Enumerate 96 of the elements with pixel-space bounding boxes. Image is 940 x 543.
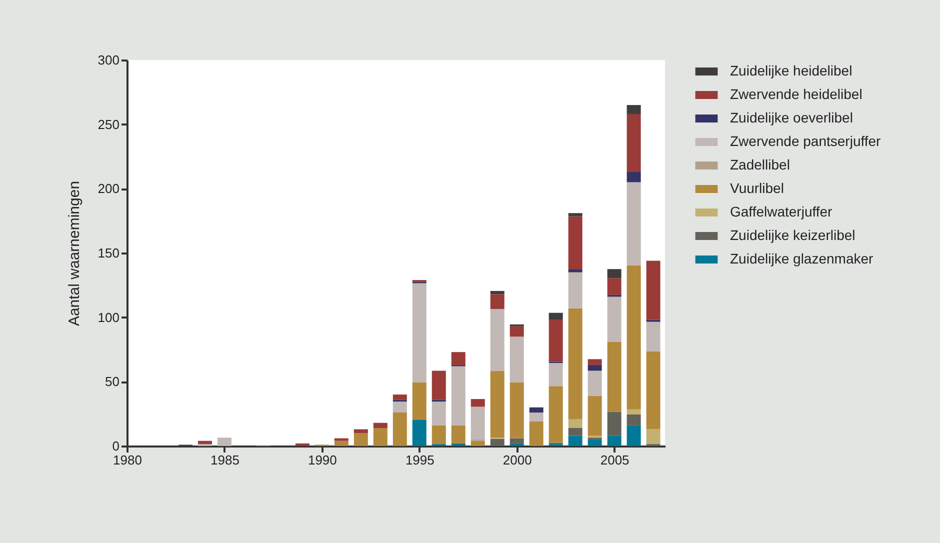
bar: [334, 438, 348, 441]
bar: [646, 429, 660, 444]
bar: [373, 428, 388, 446]
bar: [588, 370, 602, 396]
bar: [607, 412, 622, 436]
bar: [510, 326, 524, 337]
bar: [646, 322, 660, 352]
bar: [607, 269, 622, 278]
bar: [217, 438, 232, 446]
bar: [548, 320, 563, 362]
bar: [490, 294, 504, 309]
x-tick-label: 1990: [308, 452, 337, 468]
legend-label: Zuidelijke heidelibel: [730, 62, 852, 78]
bar: [490, 290, 504, 294]
x-tick-label: 2005: [600, 452, 630, 468]
bar: [568, 272, 582, 308]
x-tick-label: 1980: [113, 452, 142, 468]
legend-label: Zuidelijke keizerlibel: [730, 227, 856, 243]
y-axis-title: Aantal waarnemingen: [66, 180, 83, 326]
bar: [510, 443, 524, 446]
bar: [470, 399, 485, 407]
bar: [432, 370, 446, 400]
x-tick-label: 1995: [405, 452, 434, 468]
y-tick-label: 200: [98, 181, 120, 196]
bar: [626, 182, 641, 266]
x-tick-label: 1985: [210, 452, 240, 468]
bar: [568, 428, 582, 436]
bar: [626, 409, 641, 414]
bar: [510, 382, 524, 438]
bar: [490, 308, 504, 371]
bar: [646, 260, 660, 320]
legend-label: Zuidelijke oeverlibel: [730, 110, 853, 126]
legend-label: Vuurlibel: [730, 180, 784, 196]
bar: [646, 351, 660, 430]
legend-label: Gaffelwaterjuffer: [730, 204, 833, 220]
legend-label: Zwervende pantserjuffer: [730, 133, 882, 149]
bar: [354, 433, 368, 446]
bar: [451, 443, 466, 446]
bar: [607, 278, 622, 295]
bar: [626, 414, 641, 426]
bar: [588, 359, 602, 365]
bar: [432, 402, 446, 426]
bar: [490, 438, 504, 446]
bar: [470, 406, 485, 440]
bar: [626, 172, 641, 182]
bar: [588, 440, 602, 446]
bar: [295, 443, 310, 446]
bar: [392, 412, 407, 446]
legend-label: Zuidelijke glazenmaker: [730, 250, 874, 266]
bar: [412, 283, 426, 382]
bar: [451, 366, 466, 426]
y-tick-label: 250: [98, 116, 120, 132]
bar: [490, 370, 504, 438]
y-tick-label: 300: [98, 52, 120, 68]
bar: [529, 412, 544, 422]
bar: [529, 407, 544, 413]
y-tick-label: 0: [112, 438, 120, 454]
bar: [568, 269, 582, 272]
bar: [607, 296, 622, 342]
bar: [412, 420, 426, 446]
bar: [568, 216, 582, 270]
bar: [588, 396, 602, 436]
bar: [568, 308, 582, 419]
legend-label: Zadellibel: [730, 156, 790, 172]
y-tick-label: 150: [98, 246, 120, 260]
bar: [626, 425, 641, 446]
bar: [510, 438, 524, 444]
bar: [412, 382, 426, 420]
bar: [548, 386, 563, 443]
legend-label: Zwervende heidelibel: [730, 86, 862, 102]
bar: [529, 422, 544, 446]
bar: [626, 105, 641, 114]
bar: [451, 425, 466, 444]
bar: [198, 440, 212, 444]
bar: [548, 363, 563, 386]
bar: [432, 425, 446, 444]
bar: [373, 422, 388, 428]
bar: [392, 394, 407, 400]
y-tick-label: 50: [105, 374, 120, 390]
bar: [568, 436, 582, 446]
bar: [607, 342, 622, 412]
bar: [626, 265, 641, 410]
bar: [626, 114, 641, 172]
bar: [588, 364, 602, 371]
bar: [451, 352, 466, 365]
bar: [392, 402, 407, 413]
bar: [510, 336, 524, 382]
bar: [607, 436, 622, 446]
bar: [334, 440, 348, 446]
bar: [548, 312, 563, 320]
bar: [354, 429, 368, 434]
y-tick-label: 100: [98, 310, 120, 325]
bar: [470, 440, 485, 446]
bar: [568, 418, 582, 428]
x-tick-label: 2000: [502, 452, 532, 468]
bar: [568, 213, 582, 216]
